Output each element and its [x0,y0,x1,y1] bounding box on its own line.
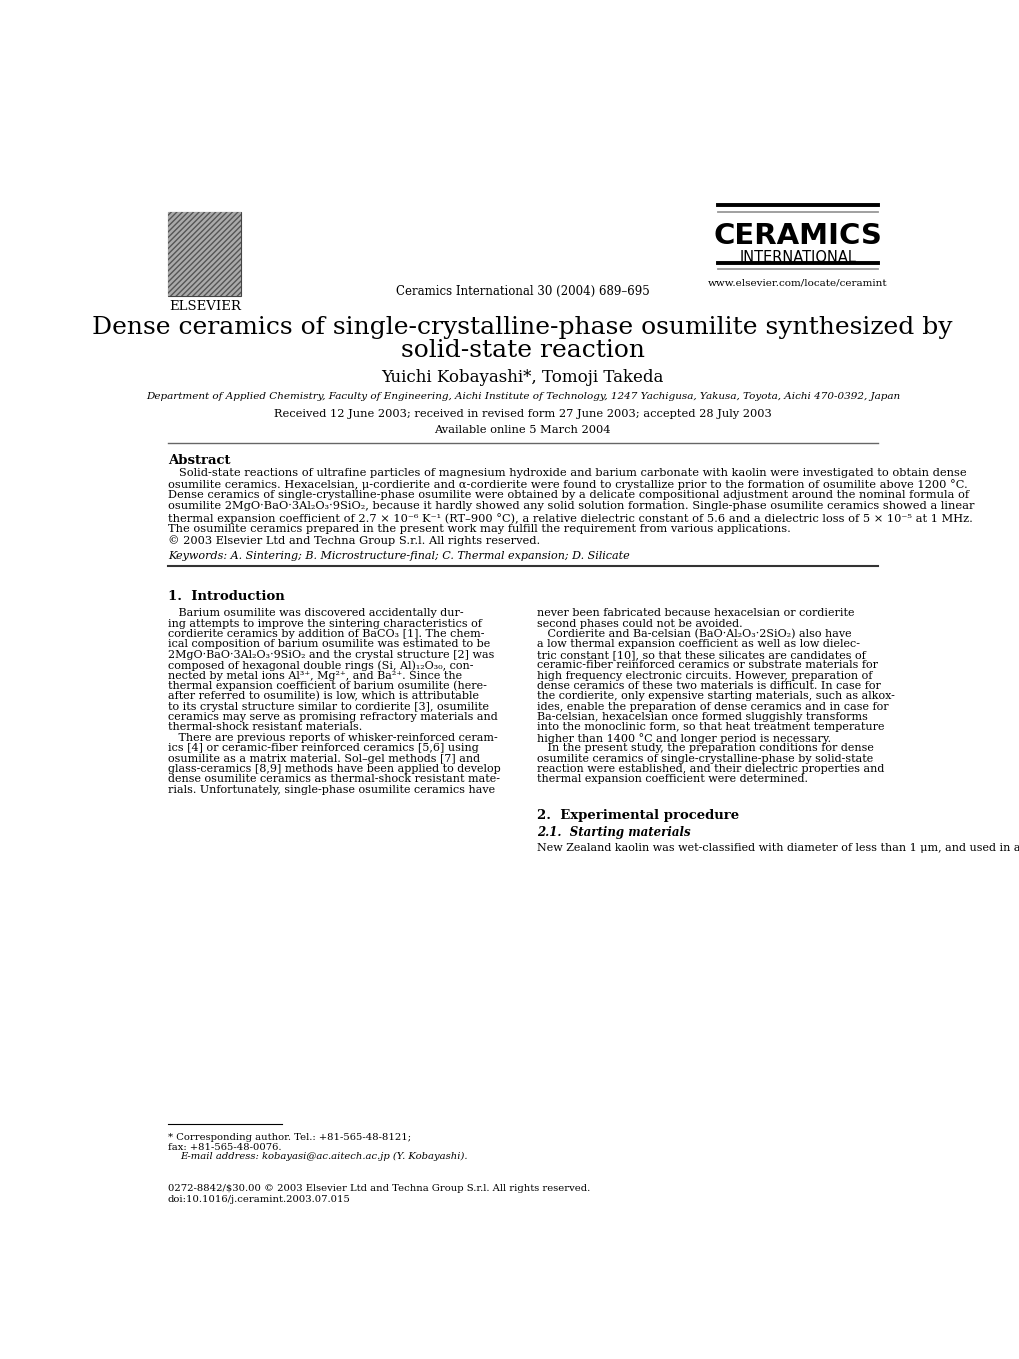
Text: © 2003 Elsevier Ltd and Techna Group S.r.l. All rights reserved.: © 2003 Elsevier Ltd and Techna Group S.r… [168,535,539,546]
Text: after referred to osumilite) is low, which is attributable: after referred to osumilite) is low, whi… [168,692,478,701]
Text: In the present study, the preparation conditions for dense: In the present study, the preparation co… [536,743,872,753]
Text: never been fabricated because hexacelsian or cordierite: never been fabricated because hexacelsia… [536,607,853,618]
Text: tric constant [10], so that these silicates are candidates of: tric constant [10], so that these silica… [536,650,864,659]
Text: dense osumilite ceramics as thermal-shock resistant mate-: dense osumilite ceramics as thermal-shoc… [168,775,499,784]
Text: Keywords: A. Sintering; B. Microstructure-final; C. Thermal expansion; D. Silica: Keywords: A. Sintering; B. Microstructur… [168,552,629,561]
Text: thermal expansion coefficient of 2.7 × 10⁻⁶ K⁻¹ (RT–900 °C), a relative dielectr: thermal expansion coefficient of 2.7 × 1… [168,512,972,523]
Text: E-mail address: kobayasi@ac.aitech.ac.jp (Y. Kobayashi).: E-mail address: kobayasi@ac.aitech.ac.jp… [180,1152,468,1161]
Text: ceramics may serve as promising refractory materials and: ceramics may serve as promising refracto… [168,712,497,722]
Text: * Corresponding author. Tel.: +81-565-48-8121;: * Corresponding author. Tel.: +81-565-48… [168,1133,411,1143]
Text: thermal-shock resistant materials.: thermal-shock resistant materials. [168,723,362,733]
Text: The osumilite ceramics prepared in the present work may fulfill the requirement : The osumilite ceramics prepared in the p… [168,523,790,534]
Text: into the monoclinic form, so that heat treatment temperature: into the monoclinic form, so that heat t… [536,723,883,733]
FancyBboxPatch shape [168,212,242,295]
Text: osumilite ceramics of single-crystalline-phase by solid-state: osumilite ceramics of single-crystalline… [536,754,872,764]
Text: Dense ceramics of single-crystalline-phase osumilite were obtained by a delicate: Dense ceramics of single-crystalline-pha… [168,491,968,500]
Text: CERAMICS: CERAMICS [712,222,881,250]
Text: 2.1.  Starting materials: 2.1. Starting materials [536,826,690,839]
Text: INTERNATIONAL: INTERNATIONAL [739,250,856,265]
Text: Dense ceramics of single-crystalline-phase osumilite synthesized by: Dense ceramics of single-crystalline-pha… [93,315,952,338]
Text: There are previous reports of whisker-reinforced ceram-: There are previous reports of whisker-re… [168,733,497,743]
Text: the cordierite, only expensive starting materials, such as alkox-: the cordierite, only expensive starting … [536,692,894,701]
Text: to its crystal structure similar to cordierite [3], osumilite: to its crystal structure similar to cord… [168,701,488,712]
Text: dense ceramics of these two materials is difficult. In case for: dense ceramics of these two materials is… [536,681,879,690]
Text: fax: +81-565-48-0076.: fax: +81-565-48-0076. [168,1143,281,1151]
Text: Received 12 June 2003; received in revised form 27 June 2003; accepted 28 July 2: Received 12 June 2003; received in revis… [274,409,770,420]
Text: a low thermal expansion coefficient as well as low dielec-: a low thermal expansion coefficient as w… [536,639,859,650]
Text: doi:10.1016/j.ceramint.2003.07.015: doi:10.1016/j.ceramint.2003.07.015 [168,1195,351,1204]
Text: osumilite as a matrix material. Sol–gel methods [7] and: osumilite as a matrix material. Sol–gel … [168,754,480,764]
Text: 2MgO·BaO·3Al₂O₃·9SiO₂ and the crystal structure [2] was: 2MgO·BaO·3Al₂O₃·9SiO₂ and the crystal st… [168,650,493,659]
Text: ELSEVIER: ELSEVIER [169,300,240,313]
Text: composed of hexagonal double rings (Si, Al)₁₂O₃₀, con-: composed of hexagonal double rings (Si, … [168,660,473,671]
Text: nected by metal ions Al³⁺, Mg²⁺, and Ba²⁺. Since the: nected by metal ions Al³⁺, Mg²⁺, and Ba²… [168,670,462,681]
Text: reaction were established, and their dielectric properties and: reaction were established, and their die… [536,764,883,775]
Text: ides, enable the preparation of dense ceramics and in case for: ides, enable the preparation of dense ce… [536,701,888,712]
Text: Yuichi Kobayashi*, Tomoji Takeda: Yuichi Kobayashi*, Tomoji Takeda [381,370,663,386]
Text: Available online 5 March 2004: Available online 5 March 2004 [434,425,610,435]
Text: rials. Unfortunately, single-phase osumilite ceramics have: rials. Unfortunately, single-phase osumi… [168,786,494,795]
Text: high frequency electronic circuits. However, preparation of: high frequency electronic circuits. Howe… [536,670,871,681]
Text: Barium osumilite was discovered accidentally dur-: Barium osumilite was discovered accident… [168,607,463,618]
Text: glass-ceramics [8,9] methods have been applied to develop: glass-ceramics [8,9] methods have been a… [168,764,500,775]
Text: Ceramics International 30 (2004) 689–695: Ceramics International 30 (2004) 689–695 [395,285,649,298]
Text: New Zealand kaolin was wet-classified with diameter of less than 1 μm, and used : New Zealand kaolin was wet-classified wi… [536,843,1019,853]
Text: thermal expansion coefficient were determined.: thermal expansion coefficient were deter… [536,775,807,784]
Text: higher than 1400 °C and longer period is necessary.: higher than 1400 °C and longer period is… [536,733,830,743]
Text: osumilite ceramics. Hexacelsian, μ-cordierite and α-cordierite were found to cry: osumilite ceramics. Hexacelsian, μ-cordi… [168,480,967,491]
FancyBboxPatch shape [168,212,242,295]
Text: Solid-state reactions of ultrafine particles of magnesium hydroxide and barium c: Solid-state reactions of ultrafine parti… [168,467,965,478]
Text: 2.  Experimental procedure: 2. Experimental procedure [536,809,738,822]
Text: Cordierite and Ba-celsian (BaO·Al₂O₃·2SiO₂) also have: Cordierite and Ba-celsian (BaO·Al₂O₃·2Si… [536,629,851,639]
Text: osumilite 2MgO·BaO·3Al₂O₃·9SiO₂, because it hardly showed any solid solution for: osumilite 2MgO·BaO·3Al₂O₃·9SiO₂, because… [168,501,973,511]
Text: solid-state reaction: solid-state reaction [400,338,644,361]
Text: ical composition of barium osumilite was estimated to be: ical composition of barium osumilite was… [168,639,489,650]
Text: Department of Applied Chemistry, Faculty of Engineering, Aichi Institute of Tech: Department of Applied Chemistry, Faculty… [146,391,899,401]
Text: cordierite ceramics by addition of BaCO₃ [1]. The chem-: cordierite ceramics by addition of BaCO₃… [168,629,484,639]
Text: thermal expansion coefficient of barium osumilite (here-: thermal expansion coefficient of barium … [168,681,486,692]
Text: Ba-celsian, hexacelsian once formed sluggishly transforms: Ba-celsian, hexacelsian once formed slug… [536,712,867,722]
Text: ics [4] or ceramic-fiber reinforced ceramics [5,6] using: ics [4] or ceramic-fiber reinforced cera… [168,743,478,753]
Text: ing attempts to improve the sintering characteristics of: ing attempts to improve the sintering ch… [168,618,481,628]
Text: second phases could not be avoided.: second phases could not be avoided. [536,618,742,628]
Text: 0272-8842/$30.00 © 2003 Elsevier Ltd and Techna Group S.r.l. All rights reserved: 0272-8842/$30.00 © 2003 Elsevier Ltd and… [168,1184,589,1193]
Text: www.elsevier.com/locate/ceramint: www.elsevier.com/locate/ceramint [707,279,887,288]
Text: Abstract: Abstract [168,454,230,467]
Text: 1.  Introduction: 1. Introduction [168,590,284,603]
Text: ceramic-fiber reinforced ceramics or substrate materials for: ceramic-fiber reinforced ceramics or sub… [536,660,876,670]
